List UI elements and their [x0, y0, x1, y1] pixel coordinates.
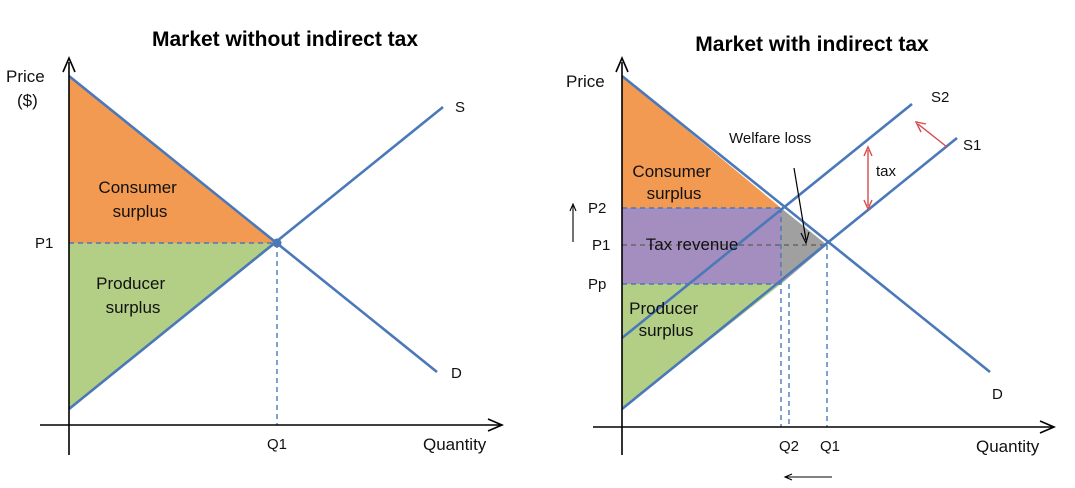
curve-label-d-taxed: D [992, 386, 1003, 403]
tick-p2: P2 [588, 200, 606, 217]
demand-curve-taxed [621, 74, 991, 374]
supply-shift-arrow [917, 123, 948, 148]
y-axis-label: Price [6, 67, 45, 86]
welfare-loss-pointer [793, 167, 807, 241]
tick-q2: Q2 [779, 438, 799, 455]
tax-label: tax [876, 163, 897, 180]
producer-surplus-line-2: surplus [106, 298, 161, 317]
supply-curve-s1 [621, 136, 958, 411]
producer-surplus-taxed-line-1: Producer [629, 299, 698, 318]
tax-arrow-head-bottom [863, 199, 873, 211]
x-axis-arrow-taxed [1039, 420, 1057, 434]
supply-curve-s2 [621, 102, 913, 340]
tax-arrow-head-top [863, 145, 873, 157]
quantity-fall-arrow-head [783, 473, 793, 481]
chart-left: Market without indirect tax Price ($) Qu… [6, 28, 505, 455]
producer-surplus-line-1: Producer [96, 274, 165, 293]
price-rise-arrow-head [569, 202, 577, 212]
tick-q1: Q1 [267, 436, 287, 453]
equilibrium-point [272, 238, 282, 248]
chart-left-title: Market without indirect tax [152, 28, 418, 51]
demand-curve [68, 74, 438, 374]
y-axis-arrow-taxed [615, 55, 629, 73]
curve-label-d: D [451, 365, 462, 382]
supply-shift-arrow-head [914, 121, 927, 133]
producer-surplus-taxed-line-2: surplus [639, 321, 694, 340]
tick-pp: Pp [588, 276, 606, 293]
producer-surplus-label: Producer surplus [96, 274, 170, 317]
chart-right: Market with indirect tax [566, 33, 1057, 481]
tick-q1-taxed: Q1 [820, 438, 840, 455]
welfare-loss-area [781, 208, 827, 284]
curve-label-s2: S2 [931, 89, 949, 106]
welfare-loss-label: Welfare loss [729, 130, 811, 147]
consumer-surplus-line-1: Consumer [98, 178, 177, 197]
chart-right-title: Market with indirect tax [695, 33, 929, 56]
consumer-surplus-line-2: surplus [113, 202, 168, 221]
y-axis-unit: ($) [17, 91, 38, 110]
tick-p1: P1 [35, 235, 53, 252]
curve-label-s1: S1 [963, 137, 981, 154]
consumer-surplus-taxed-line-2: surplus [647, 184, 702, 203]
consumer-surplus-taxed-line-1: Consumer [632, 162, 711, 181]
tax-revenue-label: Tax revenue [646, 235, 739, 254]
producer-surplus-label-taxed: Producer surplus [629, 299, 703, 340]
tax-revenue-area [622, 208, 781, 284]
x-axis-arrow [487, 418, 505, 432]
consumer-surplus-label: Consumer surplus [98, 178, 181, 221]
tick-p1-taxed: P1 [592, 237, 610, 254]
curve-label-s: S [455, 99, 465, 116]
x-axis-label-taxed: Quantity [976, 437, 1040, 456]
y-axis-arrow [62, 55, 76, 73]
welfare-loss-pointer-head [800, 231, 810, 245]
x-axis-label: Quantity [423, 435, 487, 454]
consumer-surplus-label-taxed: Consumer surplus [632, 162, 715, 203]
supply-curve [68, 105, 444, 411]
y-axis-label-taxed: Price [566, 72, 605, 91]
